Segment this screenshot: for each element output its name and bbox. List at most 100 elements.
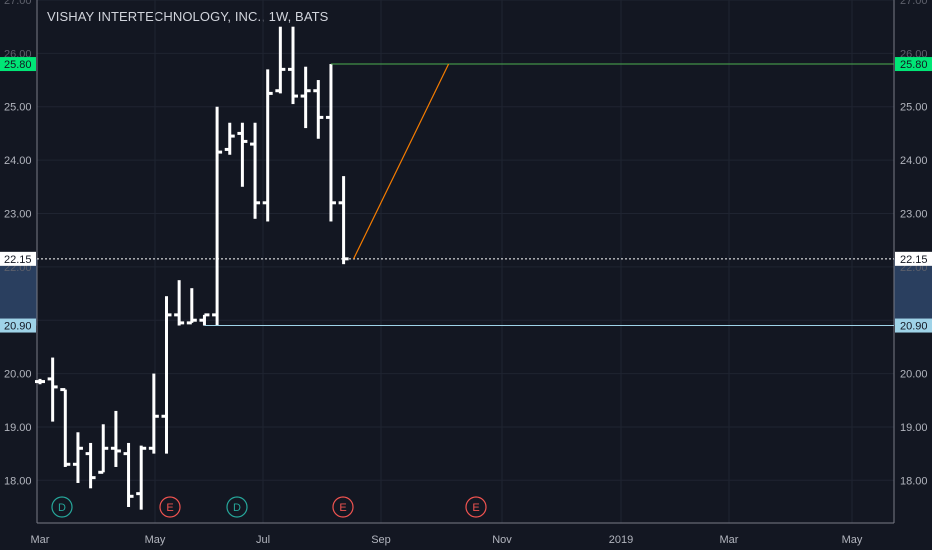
ohlc-bar[interactable] xyxy=(51,357,55,422)
price-label-left: 22.15 xyxy=(4,254,32,266)
x-tick-label: May xyxy=(145,534,166,546)
ohlc-bar-open-tick xyxy=(186,321,192,325)
price-label-bg-right xyxy=(895,57,932,72)
ohlc-bar-close-tick xyxy=(229,134,235,138)
dividend-marker[interactable] xyxy=(226,496,248,518)
ohlc-bar-close-tick xyxy=(40,380,45,384)
axis-range-highlight-left xyxy=(0,258,37,326)
ohlc-bar-open-tick xyxy=(288,67,293,71)
event-marker-label: E xyxy=(339,502,346,514)
ohlc-bar[interactable] xyxy=(215,106,219,326)
ohlc-bar-open-tick xyxy=(136,492,142,496)
ohlc-bar[interactable] xyxy=(139,445,143,510)
ohlc-bar[interactable] xyxy=(127,442,131,507)
ohlc-bar-close-tick xyxy=(305,89,311,93)
earnings-marker[interactable] xyxy=(159,496,181,518)
x-tick-label: Jul xyxy=(256,534,270,546)
ohlc-bar-open-tick xyxy=(250,142,256,146)
trend-line[interactable] xyxy=(353,63,450,260)
ohlc-bar-close-tick xyxy=(204,313,210,317)
y-tick-label-left: 23.00 xyxy=(4,208,32,220)
ohlc-bar-close-tick xyxy=(217,150,223,154)
ohlc-bar-open-tick xyxy=(300,94,306,98)
ohlc-bar-open-tick xyxy=(237,131,243,135)
earnings-marker[interactable] xyxy=(465,496,487,518)
ohlc-bar-open-tick xyxy=(325,115,331,119)
ohlc-bar-close-tick xyxy=(280,67,286,71)
price-label-bg-right xyxy=(895,318,932,333)
ohlc-bar-close-tick xyxy=(166,313,172,317)
ohlc-bar[interactable] xyxy=(177,280,181,326)
ohlc-bar-close-tick xyxy=(191,318,197,322)
ohlc-bar-open-tick xyxy=(212,313,218,317)
ohlc-bar-close-tick xyxy=(128,494,134,498)
x-tick-label: Mar xyxy=(720,534,739,546)
ohlc-bar[interactable] xyxy=(114,410,118,467)
ohlc-bar-close-tick xyxy=(103,446,109,450)
ohlc-bar[interactable] xyxy=(342,176,346,265)
axis-range-highlight-right xyxy=(894,258,932,326)
x-tick-label: 2019 xyxy=(609,534,633,546)
ohlc-bar[interactable] xyxy=(152,373,156,454)
x-tick-label: Sep xyxy=(371,534,391,546)
x-tick-label: Nov xyxy=(492,534,512,546)
ohlc-bar[interactable] xyxy=(266,69,270,222)
ohlc-bar[interactable] xyxy=(291,26,295,105)
ohlc-bar[interactable] xyxy=(329,64,333,222)
ohlc-bar[interactable] xyxy=(228,122,232,155)
ohlc-bar-close-tick xyxy=(52,385,58,389)
ohlc-bar-open-tick xyxy=(161,414,167,418)
y-tick-label-left: 24.00 xyxy=(4,155,32,167)
ohlc-bar-open-tick xyxy=(60,388,66,392)
ohlc-bar-close-tick xyxy=(65,462,71,466)
ohlc-bar-open-tick xyxy=(72,462,78,466)
x-tick-label: Mar xyxy=(31,534,50,546)
ohlc-bar-open-tick xyxy=(35,380,40,384)
ohlc-bar-open-tick xyxy=(224,147,230,151)
price-label-right: 20.90 xyxy=(900,321,928,333)
ohlc-bar-open-tick xyxy=(148,446,154,450)
y-tick-label-left: 20.00 xyxy=(4,369,32,381)
price-label-bg-left xyxy=(0,57,36,72)
ohlc-bar-open-tick xyxy=(174,313,180,317)
y-tick-label-right: 23.00 xyxy=(900,208,928,220)
y-tick-label-left: 19.00 xyxy=(4,422,32,434)
y-tick-label-right: 20.00 xyxy=(900,369,928,381)
event-marker-label: E xyxy=(166,502,173,514)
price-label-right: 22.15 xyxy=(900,254,928,266)
ohlc-bar-close-tick xyxy=(115,449,121,453)
y-tick-label-right: 25.00 xyxy=(900,102,928,114)
ohlc-bar-close-tick xyxy=(293,94,298,98)
ohlc-bar[interactable] xyxy=(165,296,168,454)
y-tick-label-right: 18.00 xyxy=(900,475,928,487)
y-tick-label-right: 27.00 xyxy=(900,0,928,7)
event-marker-label: D xyxy=(58,502,66,514)
earnings-marker[interactable] xyxy=(332,496,354,518)
ohlc-bar-open-tick xyxy=(275,89,281,93)
ohlc-bar[interactable] xyxy=(240,122,244,187)
ohlc-bar-close-tick xyxy=(90,476,96,480)
y-tick-label-right: 24.00 xyxy=(900,155,928,167)
ohlc-bar[interactable] xyxy=(63,389,67,467)
y-tick-label-right: 19.00 xyxy=(900,422,928,434)
ohlc-bar-open-tick xyxy=(123,452,129,456)
ohlc-bar-close-tick xyxy=(141,446,147,450)
ohlc-bar[interactable] xyxy=(89,442,93,489)
ohlc-bar[interactable] xyxy=(316,80,320,139)
ohlc-bar-open-tick xyxy=(338,201,344,205)
ohlc-bar-close-tick xyxy=(267,91,273,95)
price-label-right: 25.80 xyxy=(900,59,928,71)
ohlc-bar[interactable] xyxy=(76,432,80,483)
ohlc-bar[interactable] xyxy=(278,26,282,94)
ohlc-bar[interactable] xyxy=(190,288,194,323)
ohlc-bar-close-tick xyxy=(179,321,185,325)
dividend-marker[interactable] xyxy=(51,496,73,518)
event-marker-label: E xyxy=(472,502,479,514)
ohlc-bar-close-tick xyxy=(318,115,324,119)
ohlc-bar-open-tick xyxy=(110,446,116,450)
ohlc-bar[interactable] xyxy=(253,122,257,219)
y-tick-label-left: 27.00 xyxy=(4,0,32,7)
ohlc-bar-open-tick xyxy=(85,452,91,456)
